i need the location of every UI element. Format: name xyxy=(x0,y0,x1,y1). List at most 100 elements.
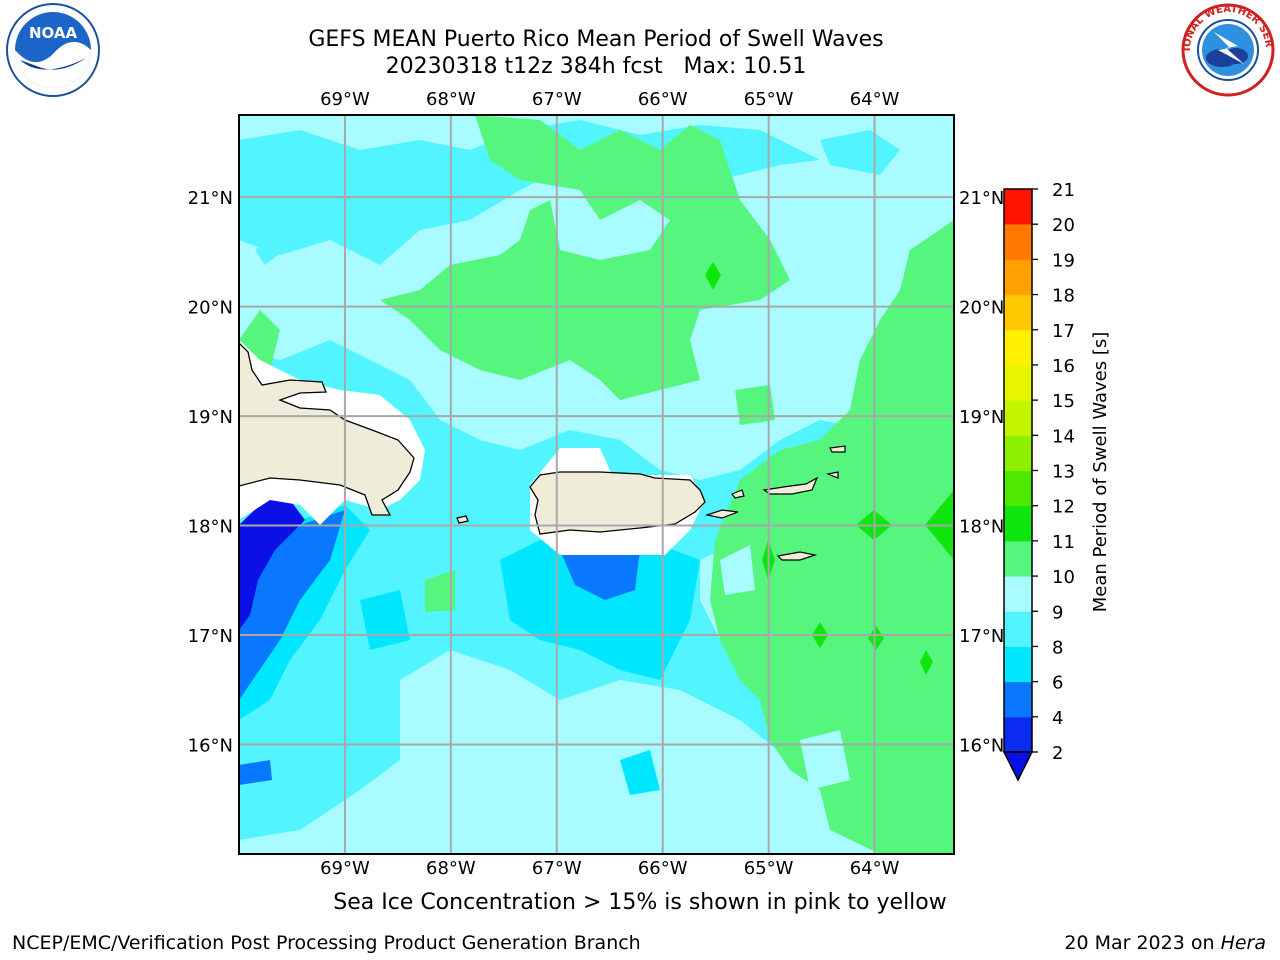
lat-label-right-4: 17°N xyxy=(959,626,1004,647)
land-islet xyxy=(825,471,839,479)
lon-label-bottom-5: 64°W xyxy=(850,858,900,879)
band-10-11-spot7 xyxy=(920,650,933,675)
band-10-11-spot6 xyxy=(868,626,884,650)
colorbar-segment-4 xyxy=(1004,576,1032,612)
lon-label-bottom-4: 65°W xyxy=(744,858,794,879)
lon-labels-top: 69°W 68°W 67°W 66°W 65°W 64°W xyxy=(320,89,900,110)
lon-label-bottom-1: 68°W xyxy=(426,858,476,879)
colorbar-segment-9 xyxy=(1004,400,1032,436)
lat-label-left-1: 20°N xyxy=(188,298,233,319)
colorbar-tick-label-2: 6 xyxy=(1052,673,1063,694)
footer-branch: NCEP/EMC/Verification Post Processing Pr… xyxy=(12,932,641,954)
colorbar-segment-13 xyxy=(1004,259,1032,296)
lat-label-right-5: 16°N xyxy=(959,736,1004,757)
lon-label-top-0: 69°W xyxy=(320,89,370,110)
lon-label-top-5: 64°W xyxy=(850,89,900,110)
lon-label-bottom-3: 66°W xyxy=(638,858,688,879)
band-8-9-south xyxy=(239,650,954,854)
lon-label-bottom-2: 67°W xyxy=(532,858,582,879)
lat-label-left-3: 18°N xyxy=(188,517,233,538)
colorbar-tick-label-6: 11 xyxy=(1052,532,1075,553)
swell-period-field xyxy=(239,115,954,854)
lon-label-top-4: 65°W xyxy=(744,89,794,110)
lat-label-left-2: 19°N xyxy=(188,407,233,428)
map-frame xyxy=(238,114,955,855)
band-2-4-spot2 xyxy=(239,760,272,785)
footer-date-text: 20 Mar 2023 on xyxy=(1064,932,1221,954)
colorbar-tick-label-10: 15 xyxy=(1052,391,1075,412)
lat-labels-right: 21°N 20°N 19°N 18°N 17°N 16°N xyxy=(959,188,1004,756)
lat-label-right-3: 18°N xyxy=(959,517,1004,538)
lon-label-top-2: 67°W xyxy=(532,89,582,110)
colorbar-tick-label-3: 8 xyxy=(1052,637,1063,658)
colorbar: 2 4 6 8 9 10 11 12 13 14 15 16 17 18 19 20 21 xyxy=(1002,180,1075,782)
colorbar-tick-label-7: 12 xyxy=(1052,497,1075,518)
lat-labels-left: 21°N 20°N 19°N 18°N 17°N 16°N xyxy=(188,188,233,756)
colorbar-segment-12 xyxy=(1004,294,1032,331)
lat-label-left-0: 21°N xyxy=(188,188,233,209)
band-10-11-spot1 xyxy=(705,262,721,290)
colorbar-tick-label-14: 19 xyxy=(1052,250,1075,271)
band-4-6-spot2 xyxy=(620,750,660,795)
lon-label-bottom-0: 69°W xyxy=(320,858,370,879)
colorbar-tick-label-11: 16 xyxy=(1052,356,1075,377)
lat-label-right-0: 21°N xyxy=(959,188,1004,209)
colorbar-segment-14 xyxy=(1004,224,1032,260)
colorbar-segment-8 xyxy=(1004,435,1032,471)
colorbar-label: Mean Period of Swell Waves [s] xyxy=(1090,332,1111,613)
colorbar-extend-min xyxy=(1002,751,1034,782)
footer-machine: Hera xyxy=(1220,932,1266,954)
footer-date: 20 Mar 2023 on Hera xyxy=(1064,932,1266,954)
chart-subtitle: 20230318 t12z 384h fcst Max: 10.51 xyxy=(385,54,807,79)
colorbar-segment-7 xyxy=(1004,470,1032,507)
colorbar-tick-label-12: 17 xyxy=(1052,321,1075,342)
colorbar-tick-label-4: 9 xyxy=(1052,602,1063,623)
colorbar-tick-label-9: 14 xyxy=(1052,426,1075,447)
colorbar-tick-label-15: 20 xyxy=(1052,215,1075,236)
land-puerto-rico xyxy=(529,471,706,535)
nws-logo: NATIONAL WEATHER SERVICE xyxy=(1178,2,1275,97)
band-under-2 xyxy=(239,500,305,630)
land-virgin-islands xyxy=(762,476,819,495)
colorbar-segment-5 xyxy=(1004,540,1032,577)
land-anegada xyxy=(829,445,846,453)
colorbar-tick-label-16: 21 xyxy=(1052,180,1075,201)
lat-label-right-1: 20°N xyxy=(959,298,1004,319)
noaa-logo-text: NOAA xyxy=(29,24,78,42)
colorbar-segment-2 xyxy=(1004,646,1032,683)
band-9-10-north xyxy=(380,115,790,400)
land-culebra xyxy=(731,489,745,499)
band-9-10-spot xyxy=(425,570,455,612)
band-6-8-patch2 xyxy=(255,240,278,265)
lon-labels-bottom: 69°W 68°W 67°W 66°W 65°W 64°W xyxy=(320,858,900,879)
band-2-4-spot1 xyxy=(560,550,640,600)
lon-label-top-3: 66°W xyxy=(638,89,688,110)
land-vieques xyxy=(704,509,739,519)
chart-title: GEFS MEAN Puerto Rico Mean Period of Swe… xyxy=(308,27,884,52)
lon-label-top-1: 68°W xyxy=(426,89,476,110)
band-9-10-spot2 xyxy=(735,385,775,425)
band-8-9-top xyxy=(239,115,954,180)
colorbar-tick-label-8: 13 xyxy=(1052,462,1075,483)
colorbar-segment-top xyxy=(1004,189,1032,225)
band-4-6-central xyxy=(500,530,700,680)
colorbar-tick-label-1: 4 xyxy=(1052,708,1063,729)
lat-label-left-5: 16°N xyxy=(188,736,233,757)
lat-label-left-4: 17°N xyxy=(188,626,233,647)
colorbar-tick-label-13: 18 xyxy=(1052,286,1075,307)
noaa-logo: NOAA xyxy=(6,3,100,97)
colorbar-segment-1 xyxy=(1004,681,1032,718)
colorbar-segment-3 xyxy=(1004,611,1032,647)
colorbar-segment-0 xyxy=(1004,716,1032,753)
land-mona-island xyxy=(456,515,469,524)
colorbar-tick-label-0: 2 xyxy=(1052,743,1063,764)
band-6-8-patch1 xyxy=(820,130,900,175)
lat-label-right-2: 19°N xyxy=(959,407,1004,428)
band-8-9-patch1 xyxy=(720,545,755,595)
colorbar-tick-label-5: 10 xyxy=(1052,567,1075,588)
graticule xyxy=(239,115,954,854)
colorbar-segment-11 xyxy=(1004,329,1032,366)
sea-ice-note: Sea Ice Concentration > 15% is shown in … xyxy=(333,890,947,915)
colorbar-segment-10 xyxy=(1004,364,1032,401)
